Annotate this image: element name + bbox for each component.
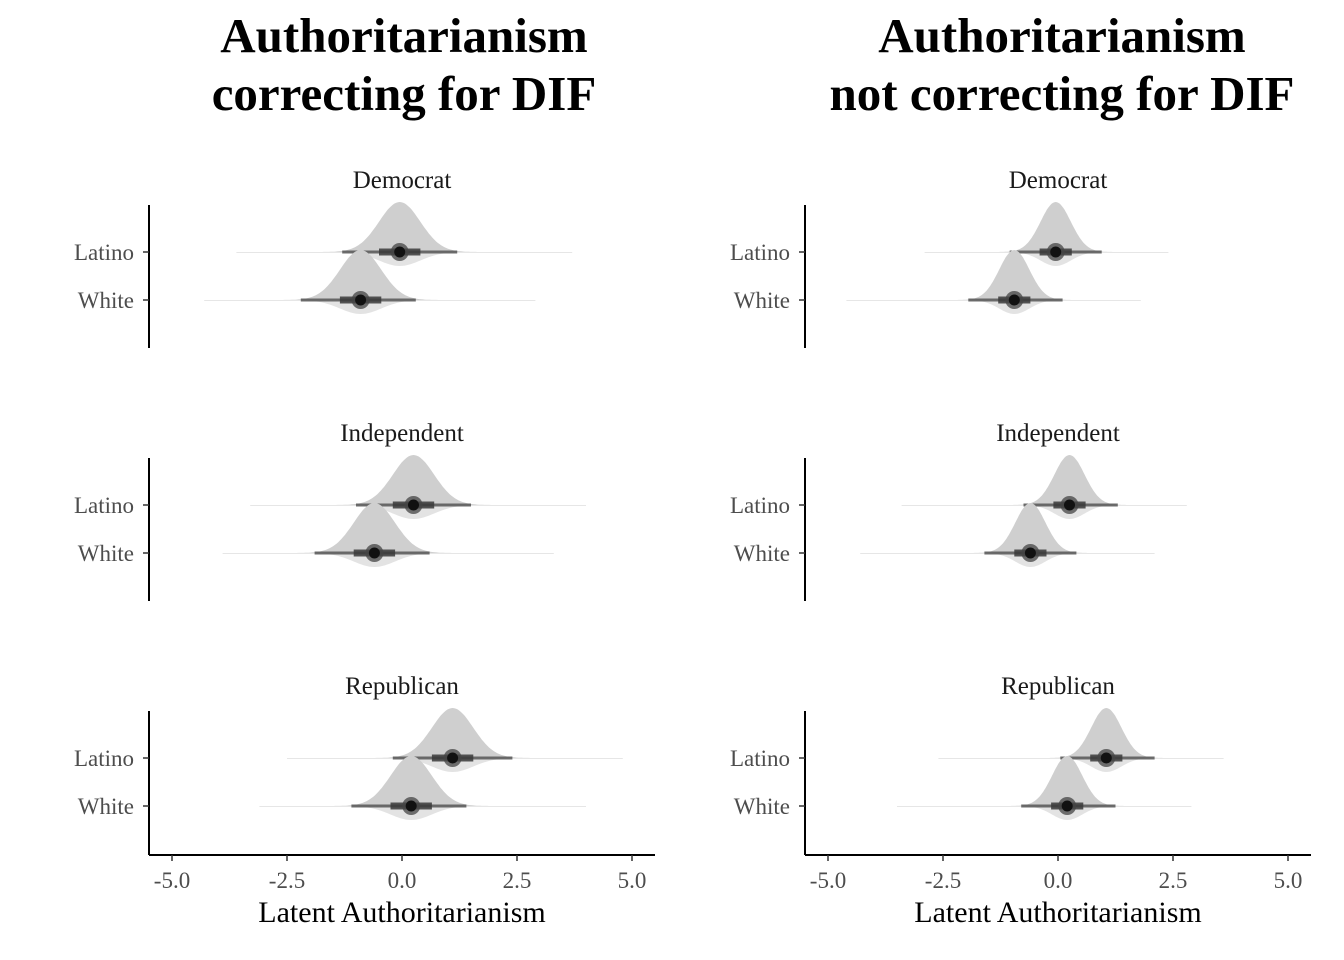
halfeye-latino — [901, 455, 1187, 519]
halfeye-white — [860, 503, 1155, 567]
x-tick-label: 5.0 — [618, 868, 647, 893]
halfeye-latino — [924, 202, 1169, 266]
halfeye-white — [204, 250, 536, 314]
x-axis-title: Latent Authoritarianism — [258, 896, 545, 929]
median-point — [1050, 246, 1062, 258]
facet-title: Democrat — [353, 167, 452, 194]
x-tick-label: -2.5 — [269, 868, 305, 893]
median-point — [355, 294, 367, 306]
y-tick-label: Latino — [74, 240, 134, 265]
y-tick-label: White — [734, 541, 790, 566]
chart-title-1: Authoritarianism correcting for DIF — [212, 8, 597, 121]
density-curve — [979, 202, 1132, 252]
density-curve — [1030, 708, 1183, 758]
x-tick-label: 0.0 — [388, 868, 417, 893]
y-tick-label: Latino — [730, 240, 790, 265]
x-tick-label: -2.5 — [925, 868, 961, 893]
x-tick-label: 2.5 — [503, 868, 532, 893]
density-curve — [257, 250, 465, 300]
halfeye-latino — [236, 202, 573, 266]
chart-title-line: Authoritarianism — [878, 8, 1246, 63]
halfeye-white — [259, 756, 586, 820]
y-tick-label: White — [734, 288, 790, 313]
density-curve — [954, 503, 1107, 553]
halfeye-latino — [938, 708, 1224, 772]
median-point — [1008, 294, 1020, 306]
density-curve — [296, 202, 504, 252]
facet-title: Independent — [996, 420, 1120, 447]
y-tick-label: Latino — [74, 493, 134, 518]
chart-title-line: not correcting for DIF — [830, 66, 1295, 121]
median-point — [368, 547, 380, 559]
density-curve — [310, 455, 517, 505]
median-point — [447, 752, 459, 764]
facet-title: Republican — [1001, 673, 1115, 700]
x-tick-label: 0.0 — [1044, 868, 1073, 893]
median-point — [394, 246, 406, 258]
x-tick-label: -5.0 — [810, 868, 846, 893]
density-curve — [938, 250, 1091, 300]
density-curve — [991, 756, 1144, 806]
facet-title: Republican — [345, 673, 459, 700]
y-tick-label: White — [734, 794, 790, 819]
x-axis-title: Latent Authoritarianism — [914, 896, 1201, 929]
y-tick-label: Latino — [730, 493, 790, 518]
chart-title-2: Authoritarianism not correcting for DIF — [830, 8, 1295, 121]
median-point — [408, 499, 419, 511]
density-curve — [349, 708, 557, 758]
halfeye-white — [897, 756, 1192, 820]
median-point — [1024, 547, 1036, 559]
x-tick-label: -5.0 — [154, 868, 190, 893]
halfeye-white — [222, 503, 554, 567]
chart-title-line: correcting for DIF — [212, 66, 597, 121]
x-tick-label: 2.5 — [1159, 868, 1188, 893]
median-point — [1061, 800, 1073, 812]
y-tick-label: Latino — [730, 746, 790, 771]
facet-title: Independent — [340, 420, 464, 447]
chart-title-line: Authoritarianism — [220, 8, 588, 63]
median-point — [405, 800, 417, 812]
halfeye-white — [846, 250, 1141, 314]
x-tick-label: 5.0 — [1274, 868, 1303, 893]
density-curve — [307, 756, 515, 806]
y-tick-label: White — [78, 288, 134, 313]
halfeye-latino — [250, 455, 586, 519]
y-tick-label: White — [78, 794, 134, 819]
facet-title: Democrat — [1009, 167, 1108, 194]
median-point — [1064, 499, 1075, 511]
density-curve — [270, 503, 478, 553]
density-curve — [993, 455, 1146, 505]
y-tick-label: Latino — [74, 746, 134, 771]
median-point — [1100, 752, 1112, 764]
halfeye-latino — [287, 708, 623, 772]
y-tick-label: White — [78, 541, 134, 566]
